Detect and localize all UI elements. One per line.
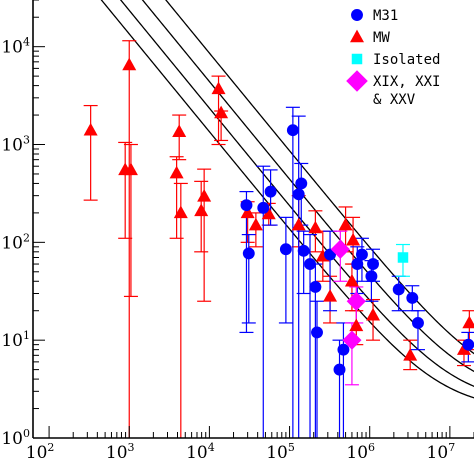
m31-point-21 xyxy=(406,292,419,304)
mw-point-8 xyxy=(194,203,209,217)
m31-point-17 xyxy=(355,248,368,261)
m31-errorbar-7 xyxy=(291,115,306,438)
y-tick-label: 100 xyxy=(1,427,30,449)
x-tick-label: 107 xyxy=(427,441,456,461)
legend-marker-m31 xyxy=(351,9,363,21)
legend-marker-isolated xyxy=(351,53,363,65)
legend-label-xix-xxi-line2: & XXV xyxy=(373,92,416,108)
data-markers xyxy=(83,57,474,376)
mw-point-19 xyxy=(338,217,353,231)
legend-label-xix-xxi: XIX, XXI xyxy=(373,74,440,90)
mw-point-21 xyxy=(346,232,361,246)
y-tick-label: 103 xyxy=(1,134,30,156)
m31-errorbar-5 xyxy=(278,216,293,324)
y-tick-label: 101 xyxy=(1,329,30,351)
mw-point-11 xyxy=(214,105,229,119)
axis-ticks xyxy=(33,0,474,439)
m31-errorbar-9 xyxy=(296,230,311,295)
m31-point-13 xyxy=(324,248,336,261)
m31-point-14 xyxy=(333,363,346,376)
mw-point-18 xyxy=(323,289,338,302)
m31-point-3 xyxy=(257,201,270,214)
xix-xxi-point-3 xyxy=(346,291,366,311)
mw-errorbar-2 xyxy=(118,141,133,239)
m31-point-9 xyxy=(297,244,310,257)
error-bars xyxy=(83,40,474,438)
mw-point-10 xyxy=(211,81,226,95)
m31-point-6 xyxy=(286,124,299,137)
mw-point-9 xyxy=(197,189,212,202)
m31-point-10 xyxy=(304,258,316,270)
m31-point-16 xyxy=(351,258,364,270)
x-tick-label: 102 xyxy=(26,441,55,461)
mw-point-15 xyxy=(291,217,306,231)
x-tick-label: 105 xyxy=(266,441,295,461)
mw-errorbar-7 xyxy=(173,182,188,438)
mw-point-1 xyxy=(83,122,98,136)
mw-errorbar-8 xyxy=(194,180,209,253)
legend-label-isolated: Isolated xyxy=(373,52,440,68)
mw-point-16 xyxy=(308,220,323,234)
m31-point-5 xyxy=(279,243,292,256)
legend-marker-xix-xxi xyxy=(346,70,368,92)
m31-point-19 xyxy=(367,258,379,270)
mw-point-7 xyxy=(173,205,188,219)
m31-point-2 xyxy=(242,247,255,260)
mw-point-22 xyxy=(349,318,364,332)
plot-frame xyxy=(32,0,474,439)
xix-xxi-point-1 xyxy=(330,239,350,259)
tick-labels: 102 103 104 105 106 107 100 101 102 103 104 xyxy=(1,36,455,461)
m31-point-7 xyxy=(292,188,305,201)
m31-point-4 xyxy=(264,185,277,198)
m31-point-22 xyxy=(412,316,424,329)
mw-point-6 xyxy=(172,124,187,138)
m31-point-11 xyxy=(309,280,322,293)
mw-errorbar-9 xyxy=(197,168,212,302)
mw-errorbar-3 xyxy=(122,40,137,438)
mw-point-3 xyxy=(122,57,137,71)
y-tick-label: 104 xyxy=(1,36,30,58)
m31-point-18 xyxy=(365,270,378,283)
mw-point-12 xyxy=(240,205,255,219)
x-tick-label: 103 xyxy=(106,441,135,461)
mw-point-5 xyxy=(169,165,184,179)
legend-label-m31: M31 xyxy=(373,8,398,24)
m31-errorbar-22 xyxy=(410,310,425,351)
legend-marker-mw xyxy=(350,29,364,43)
y-tick-label: 102 xyxy=(1,231,30,253)
x-tick-label: 106 xyxy=(346,441,375,461)
mw-point-13 xyxy=(248,217,263,231)
legend: M31 MW Isolated XIX, XXI & XXV xyxy=(346,8,440,108)
m31-point-23 xyxy=(462,338,474,351)
mw-point-4 xyxy=(123,162,138,176)
mw-errorbar-6 xyxy=(172,114,187,161)
mw-errorbar-1 xyxy=(83,104,98,201)
mw-point-26 xyxy=(462,315,474,329)
m31-point-12 xyxy=(311,326,323,339)
mw-point-24 xyxy=(403,347,418,361)
legend-label-mw: MW xyxy=(373,30,390,46)
isolated-point-1 xyxy=(397,252,409,263)
m31-point-20 xyxy=(392,283,405,296)
model-curve-1 xyxy=(100,0,474,399)
x-tick-label: 104 xyxy=(186,441,215,461)
m31-point-8 xyxy=(295,177,308,190)
m31-point-15 xyxy=(337,343,350,356)
mw-point-20 xyxy=(344,273,359,287)
mw-point-23 xyxy=(366,307,381,321)
mw-point-14 xyxy=(261,206,276,220)
model-curve-4 xyxy=(165,0,474,355)
m31-point-1 xyxy=(240,199,253,212)
m31-errorbar-12 xyxy=(310,300,325,438)
xix-xxi-point-2 xyxy=(342,330,362,350)
m31-errorbar-6 xyxy=(285,106,300,438)
